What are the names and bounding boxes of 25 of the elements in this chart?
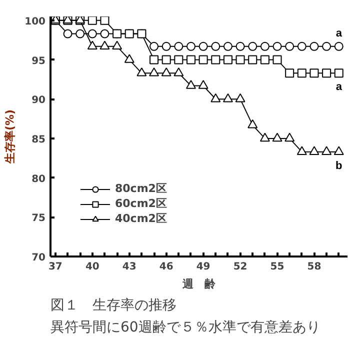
x-tick-label: 55 — [270, 262, 284, 272]
y-tick-label: 90 — [32, 95, 46, 106]
x-tick-label: 46 — [159, 262, 174, 272]
x-tick-label: 58 — [307, 262, 322, 272]
x-tick-label: 52 — [233, 262, 248, 272]
legend-label: 60cm2区 — [115, 196, 167, 211]
caption: 図１ 生存率の推移 — [50, 298, 176, 314]
y-tick-label: 75 — [32, 213, 46, 224]
text: 異符号間に60週齢で５％水準で有意差あり — [50, 320, 320, 336]
annotation: a — [336, 27, 343, 40]
annotation: a — [336, 81, 343, 94]
y-tick-label: 95 — [32, 56, 46, 67]
x-tick-label: 37 — [48, 262, 62, 272]
annotation: b — [336, 160, 343, 172]
x-axis-title: 週 齢 — [182, 278, 216, 290]
legend-label: 80cm2区 — [115, 181, 167, 196]
x-tick-label: 43 — [122, 262, 136, 272]
y-tick-label: 100 — [24, 16, 46, 28]
x-tick-label: 40 — [85, 262, 100, 272]
y-tick-label: 85 — [32, 134, 46, 146]
y-tick-label: 70 — [32, 252, 46, 264]
x-tick-label: 49 — [196, 262, 210, 272]
legend-label: 40cm2区 — [115, 211, 167, 226]
y-tick-label: 80 — [32, 174, 46, 185]
y-axis-title: 生存率(%) — [4, 109, 17, 165]
